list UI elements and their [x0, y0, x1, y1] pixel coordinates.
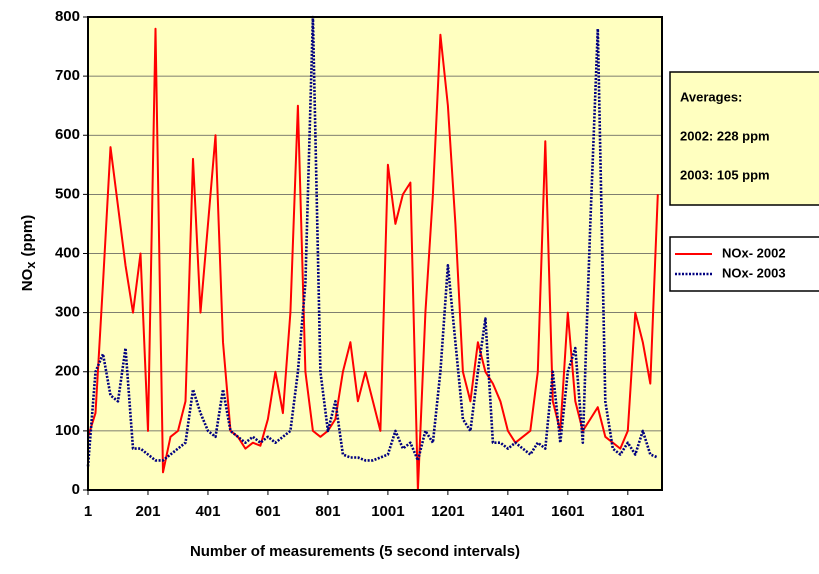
x-tick-label: 401 — [195, 503, 220, 520]
y-tick-label: 100 — [55, 422, 80, 439]
y-axis-label: NOx (ppm) — [19, 215, 38, 291]
x-tick-label: 1801 — [611, 503, 644, 520]
x-tick-label: 1201 — [431, 503, 464, 520]
x-tick-label: 801 — [315, 503, 340, 520]
y-tick-label: 600 — [55, 126, 80, 143]
legend — [669, 236, 819, 292]
y-tick-label: 500 — [55, 185, 80, 202]
annotation: 2003: 105 ppm — [680, 167, 770, 182]
y-tick-label: 400 — [55, 244, 80, 261]
annotation: Averages: — [680, 89, 742, 104]
y-tick-label: 700 — [55, 67, 80, 84]
y-tick-label: 300 — [55, 304, 80, 321]
y-label-sub: x — [23, 261, 38, 269]
x-tick-label: 1401 — [491, 503, 524, 520]
x-tick-label: 1 — [84, 503, 92, 520]
y-tick-label: 800 — [55, 8, 80, 25]
x-tick-label: 601 — [255, 503, 280, 520]
annotation: 2002: 228 ppm — [680, 128, 770, 143]
y-label-main: NO — [19, 268, 36, 291]
x-axis-label: Number of measurements (5 second interva… — [190, 543, 520, 560]
legend-label: NOx- 2003 — [722, 265, 786, 280]
y-label-unit: (ppm) — [19, 215, 36, 257]
annotation-box — [669, 71, 819, 206]
legend-label: NOx- 2002 — [722, 245, 786, 260]
y-tick-label: 0 — [72, 481, 80, 498]
series-line — [86, 15, 659, 467]
y-tick-label: 200 — [55, 363, 80, 380]
x-tick-label: 1601 — [551, 503, 584, 520]
x-tick-label: 1001 — [371, 503, 404, 520]
series-line — [87, 27, 659, 491]
x-tick-label: 201 — [135, 503, 160, 520]
